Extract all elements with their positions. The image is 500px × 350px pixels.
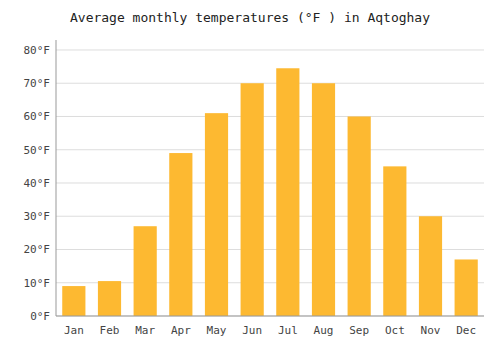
grid-line [56,316,484,317]
bar [169,153,192,316]
y-tick-label: 80°F [24,44,51,57]
y-tick-label: 0°F [30,310,50,323]
x-tick-label: Dec [456,324,476,337]
x-tick-label: Nov [421,324,441,337]
grid-line [56,83,484,84]
chart: Average monthly temperatures (°F ) in Aq… [0,0,500,350]
y-axis: 0°F 10°F 20°F 30°F 40°F 50°F 60°F 70°F 80°F [24,44,485,323]
x-tick-label: Oct [385,324,405,337]
bar [205,113,228,316]
y-tick-label: 70°F [24,77,51,90]
y-axis-line [56,40,57,316]
bar [276,68,299,316]
bar [134,226,157,316]
x-tick-label: Sep [349,324,369,337]
x-tick-label: Jan [64,324,84,337]
grid-line [56,49,484,50]
bar [62,286,85,316]
x-tick-label: Feb [100,324,120,337]
bar [312,83,335,316]
x-axis-line [56,316,484,317]
y-tick-label: 60°F [24,110,51,123]
y-tick-label: 40°F [24,177,51,190]
bar [383,166,406,316]
bar [419,216,442,316]
x-tick-label: Mar [135,324,155,337]
bar [241,83,264,316]
y-tick-label: 10°F [24,277,51,290]
grid-line [56,182,484,183]
x-tick-label: May [207,324,227,337]
grid-line [56,116,484,117]
y-tick-label: 50°F [24,144,51,157]
bars [62,68,478,316]
x-tick-label: Aug [314,324,334,337]
y-tick-label: 20°F [24,243,51,256]
x-axis: Jan Feb Mar Apr May Jun Jul Aug Sep Oct Nov Dec [64,324,476,337]
bar [348,116,371,316]
y-tick-label: 30°F [24,210,51,223]
x-tick-label: Jul [278,324,298,337]
bar [98,281,121,316]
grid-line [56,149,484,150]
bar [455,259,478,316]
x-tick-label: Jun [242,324,262,337]
title: Average monthly temperatures (°F ) in Aq… [70,10,430,25]
x-tick-label: Apr [171,324,191,337]
